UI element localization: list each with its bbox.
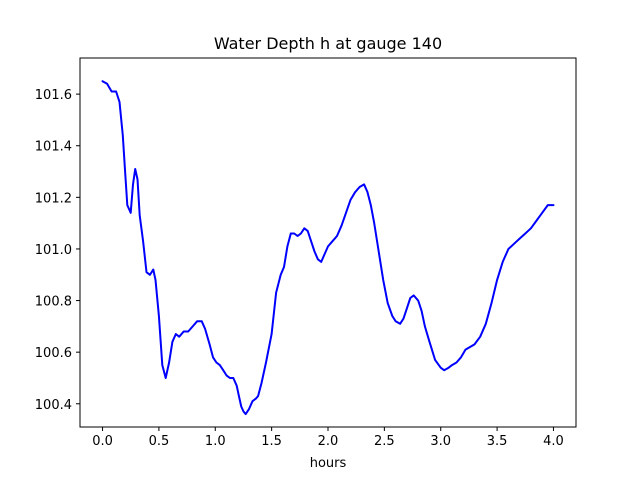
x-tick-label: 2.0	[318, 434, 339, 449]
y-tick-label: 100.8	[35, 295, 72, 310]
y-tick-label: 101.2	[35, 191, 72, 206]
y-axis: 100.4 100.6 100.8 101.0 101.2 101.4 101.6	[35, 88, 80, 413]
x-tick-label: 2.5	[374, 434, 395, 449]
y-tick-label: 101.6	[35, 88, 72, 103]
x-tick-label: 1.0	[205, 434, 226, 449]
series-line	[101, 80, 555, 416]
x-axis-label: hours	[310, 456, 347, 471]
y-tick-label: 101.4	[35, 140, 72, 155]
y-tick-label: 100.6	[35, 346, 72, 361]
x-tick-label: 3.0	[430, 434, 451, 449]
x-tick-label: 4.0	[543, 434, 564, 449]
chart-title: Water Depth h at gauge 140	[214, 34, 442, 53]
x-axis: 0.0 0.5 1.0 1.5 2.0 2.5 3.0 3.5 4.0	[92, 427, 564, 449]
y-tick-label: 100.4	[35, 398, 72, 413]
y-tick-label: 101.0	[35, 243, 72, 258]
x-tick-label: 1.5	[261, 434, 282, 449]
x-tick-label: 0.0	[92, 434, 113, 449]
x-tick-label: 3.5	[487, 434, 508, 449]
plot-area	[101, 80, 555, 416]
x-tick-label: 0.5	[149, 434, 170, 449]
